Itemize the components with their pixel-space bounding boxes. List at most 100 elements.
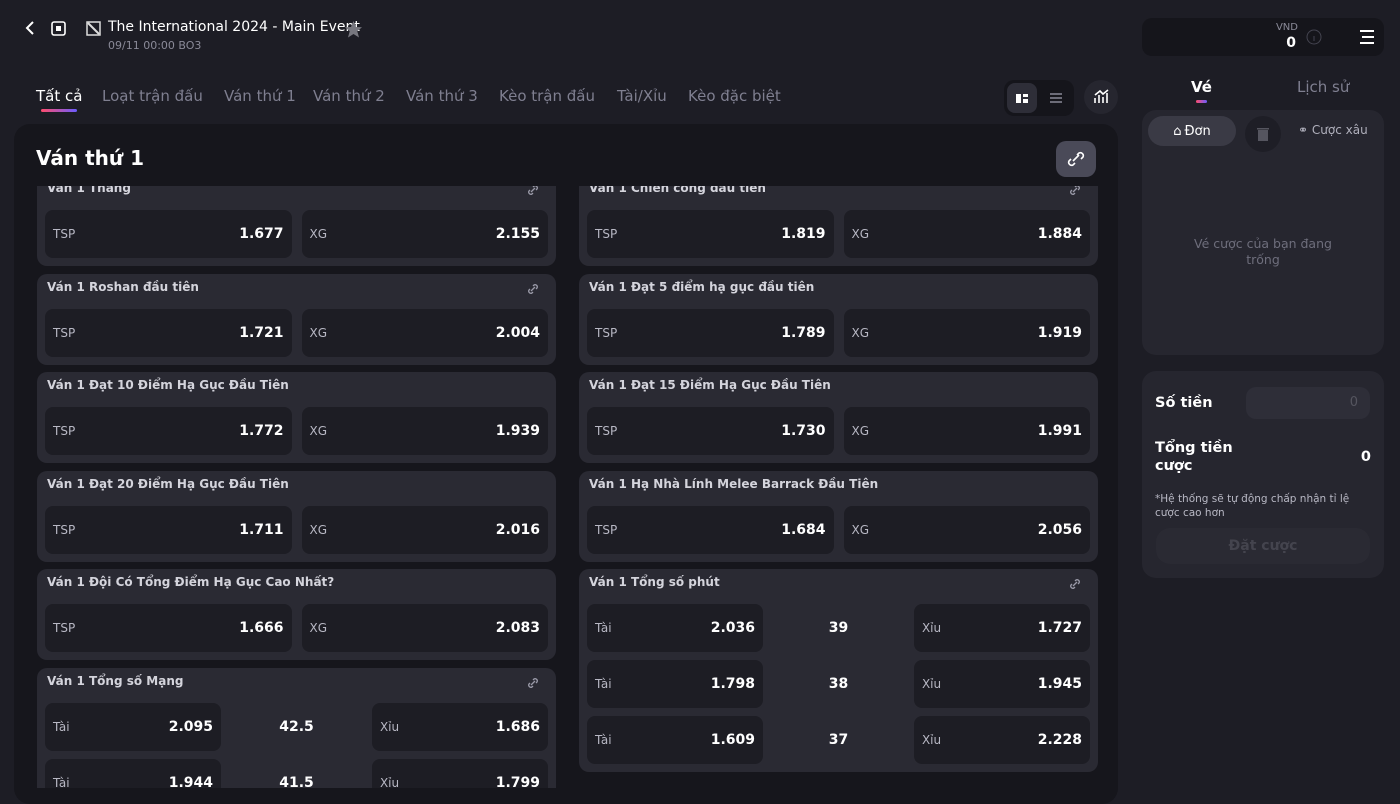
tab[interactable]: Kèo đặc biệt	[688, 87, 781, 105]
market-card: Ván 1 Tổng số Mạng Tài 2.095 42.5 Xỉu 1.686 Tà…	[37, 667, 556, 789]
odds-button[interactable]: Tài 1.798	[587, 660, 764, 708]
list-view-button[interactable]	[1049, 91, 1063, 105]
odds-value: 2.004	[495, 324, 540, 341]
odds-button[interactable]: Tài 2.036	[587, 604, 764, 652]
odds-button[interactable]: TSP 1.721	[45, 308, 292, 357]
market-title: Ván 1 Hạ Nhà Lính Melee Barrack Đầu Tiên	[589, 476, 879, 491]
outcome-row: Tài 2.095 42.5 Xỉu 1.686	[45, 702, 548, 751]
outcome-row: TSP 1.789 XG 1.919	[587, 308, 1090, 357]
share-link-button[interactable]	[1056, 141, 1096, 177]
empty-slip-message: Vé cược của bạn đang trống	[1194, 236, 1332, 267]
odds-button[interactable]: XG 2.016	[301, 505, 548, 554]
outcome-label: Xỉu	[379, 775, 400, 789]
outcome-label: Tài	[595, 733, 612, 747]
outcome-row: TSP 1.684 XG 2.056	[587, 505, 1090, 554]
tab[interactable]: Tất cả	[36, 87, 83, 112]
market-link-icon[interactable]	[526, 675, 540, 694]
odds-button[interactable]: Tài 1.609	[587, 716, 764, 764]
odds-value: 1.798	[710, 676, 756, 692]
bet-slip: ⌂ Đơn ⚭ Cược xâu Vé cược của bạn đang trố…	[1142, 110, 1384, 355]
outcome-label: XG	[309, 621, 328, 635]
market-link-icon[interactable]	[526, 186, 540, 201]
market-card: Ván 1 Đạt 10 Điểm Hạ Gục Đầu Tiên TSP 1.77…	[37, 372, 556, 463]
tab[interactable]: Ván thứ 2	[313, 87, 385, 105]
parlay-label: Cược xâu	[1311, 123, 1368, 137]
odds-value: 2.155	[495, 226, 540, 242]
market-link-icon[interactable]	[1068, 186, 1082, 201]
slip-tab[interactable]: Lịch sử	[1297, 78, 1350, 96]
outcome-label: XG	[309, 424, 328, 438]
stats-button[interactable]	[1084, 80, 1118, 114]
odds-value: 1.684	[781, 521, 826, 538]
outcome-label: Tài	[53, 775, 70, 789]
odds-value: 1.945	[1037, 676, 1082, 692]
market-link-icon[interactable]	[1068, 576, 1082, 595]
favorite-button[interactable]	[344, 20, 363, 39]
outcome-label: XG	[851, 424, 870, 438]
odds-button[interactable]: XG 2.056	[843, 505, 1090, 554]
section-title: Ván thứ 1	[36, 146, 144, 170]
odds-button[interactable]: Xỉu 2.228	[913, 716, 1090, 764]
stake-panel: Số tiền 0 Tổng tiền cược 0 *Hệ thống sẽ …	[1142, 371, 1384, 578]
odds-value: 1.789	[781, 324, 826, 341]
total-value: 0	[1360, 449, 1371, 465]
slip-tab[interactable]: Vé	[1191, 78, 1212, 103]
pip-button[interactable]	[51, 21, 66, 36]
market-link-icon[interactable]	[526, 281, 540, 300]
odds-button[interactable]: XG 1.884	[843, 210, 1090, 258]
info-icon[interactable]	[1306, 29, 1322, 45]
tab[interactable]: Loạt trận đấu	[102, 87, 203, 105]
clear-button[interactable]	[1244, 115, 1282, 153]
odds-button[interactable]: Xỉu 1.945	[913, 660, 1090, 708]
outcome-label: TSP	[53, 621, 76, 635]
amount-input[interactable]: 0	[1246, 387, 1370, 419]
odds-value: 2.083	[495, 620, 540, 636]
outcome-row: TSP 1.730 XG 1.991	[587, 407, 1090, 455]
market-title: Ván 1 Đạt 15 Điểm Hạ Gục Đầu Tiên	[589, 378, 831, 392]
odds-button[interactable]: XG 2.083	[301, 604, 548, 652]
odds-button[interactable]: TSP 1.730	[587, 407, 834, 455]
odds-button[interactable]: TSP 1.819	[587, 210, 834, 258]
odds-value: 1.884	[1037, 226, 1082, 242]
market-title: Ván 1 Thắng	[47, 186, 131, 195]
odds-button[interactable]: XG 1.919	[843, 308, 1090, 357]
odds-button[interactable]: TSP 1.711	[45, 505, 292, 554]
odds-button[interactable]: Tài 2.095	[45, 702, 222, 751]
back-button[interactable]	[22, 20, 38, 36]
outcome-row: TSP 1.711 XG 2.016	[45, 505, 548, 554]
odds-button[interactable]: XG 2.004	[301, 308, 548, 357]
tab[interactable]: Tài/Xỉu	[617, 87, 667, 105]
markets-grid: Ván 1 Thắng TSP 1.677 XG 2.155 Ván 1 Roshan đ…	[37, 186, 1098, 788]
menu-button[interactable]	[1358, 28, 1376, 46]
market-title: Ván 1 Tổng số phút	[589, 575, 720, 589]
odds-value: 1.819	[781, 226, 826, 242]
parlay-button[interactable]: ⚭ Cược xâu	[1298, 123, 1368, 137]
odds-value: 1.677	[239, 226, 284, 242]
odds-button[interactable]: XG 1.991	[843, 407, 1090, 455]
odds-button[interactable]: TSP 1.789	[587, 308, 834, 357]
odds-button[interactable]: XG 2.155	[301, 210, 548, 258]
odds-button[interactable]: TSP 1.677	[45, 210, 292, 258]
grid-view-button[interactable]	[1007, 83, 1037, 113]
place-bet-button[interactable]: Đặt cược	[1156, 528, 1370, 564]
outcome-label: TSP	[595, 522, 618, 537]
single-bet-label: Đơn	[1184, 123, 1211, 139]
odds-value: 1.919	[1037, 324, 1082, 341]
odds-value: 1.666	[239, 620, 284, 636]
odds-button[interactable]: TSP 1.666	[45, 604, 292, 652]
odds-button[interactable]: TSP 1.772	[45, 407, 292, 455]
odds-button[interactable]: Xỉu 1.727	[913, 604, 1090, 652]
odds-button[interactable]: Xỉu 1.799	[371, 758, 548, 789]
handicap-line: 41.5	[279, 774, 314, 789]
tab[interactable]: Ván thứ 3	[406, 87, 478, 105]
market-card: Ván 1 Thắng TSP 1.677 XG 2.155	[37, 186, 556, 266]
odds-button[interactable]: Xỉu 1.686	[371, 702, 548, 751]
tab[interactable]: Kèo trận đấu	[499, 87, 595, 105]
outcome-label: Tài	[53, 719, 70, 734]
tab[interactable]: Ván thứ 1	[224, 87, 296, 105]
single-bet-button[interactable]: ⌂ Đơn	[1148, 116, 1236, 146]
market-card: Ván 1 Roshan đầu tiên TSP 1.721 XG 2.004	[37, 273, 556, 365]
odds-button[interactable]: XG 1.939	[301, 407, 548, 455]
odds-button[interactable]: TSP 1.684	[587, 505, 834, 554]
odds-button[interactable]: Tài 1.944	[45, 758, 222, 789]
